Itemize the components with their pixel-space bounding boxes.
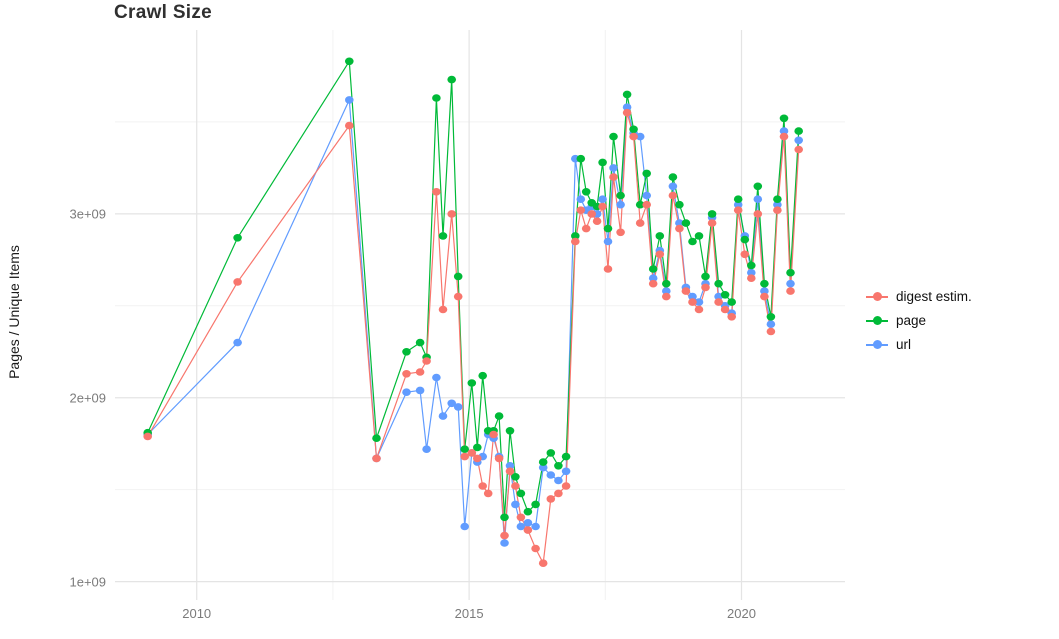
x-tick-label: 2015	[454, 606, 484, 621]
x-tick-label: 2010	[182, 606, 212, 621]
chart-title: Crawl Size	[114, 2, 213, 23]
legend-key-digest-estim	[866, 289, 888, 305]
legend-dot-icon	[872, 292, 882, 301]
legend-dot-icon	[872, 340, 882, 349]
legend: digest estim. page url	[866, 286, 972, 355]
y-tick-label: 3e+09	[69, 206, 106, 222]
series-line-page	[147, 59, 800, 518]
series-points-page	[143, 57, 803, 522]
series-points-digest-estim-	[143, 108, 803, 567]
legend-label-page: page	[896, 313, 927, 328]
series-line-url	[147, 97, 800, 544]
legend-item-url: url	[866, 334, 972, 355]
legend-key-page	[866, 313, 888, 329]
series-line-digest-estim-	[147, 112, 800, 566]
legend-label-url: url	[896, 337, 912, 352]
legend-item-page: page	[866, 310, 972, 331]
legend-label-digest-estim: digest estim.	[896, 289, 972, 304]
series-points-url	[143, 96, 803, 547]
y-tick-label: 2e+09	[69, 390, 106, 406]
x-tick-label: 2020	[727, 606, 756, 621]
y-tick-label: 1e+09	[69, 574, 106, 590]
legend-key-url	[866, 337, 888, 353]
grid-major	[115, 30, 845, 600]
grid-minor	[115, 30, 845, 600]
legend-item-digest-estim: digest estim.	[866, 286, 972, 307]
legend-dot-icon	[872, 316, 882, 325]
